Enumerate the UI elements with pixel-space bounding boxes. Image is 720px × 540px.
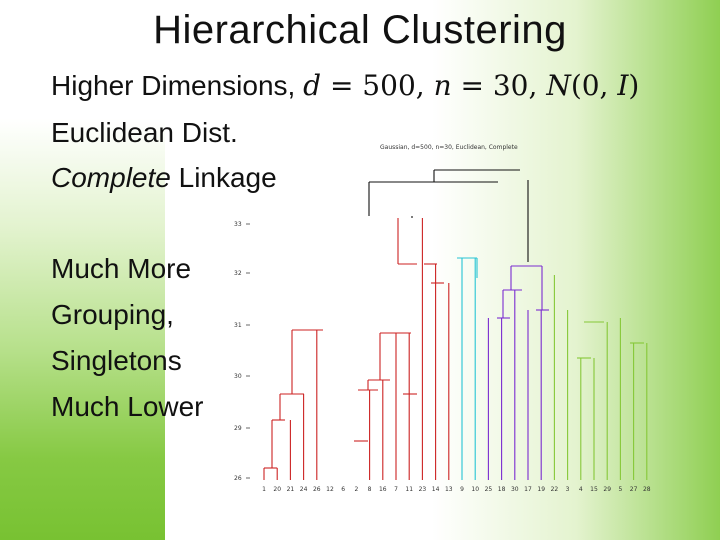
x-leaf-label: 28 [643,486,651,493]
linkage-rest: Linkage [170,162,277,193]
x-leaf-label: 2 [354,486,358,493]
x-leaf-label: 21 [287,486,295,493]
x-leaf-label: 8 [368,486,372,493]
x-leaf-label: 1 [262,486,266,493]
bullet-euclidean: Euclidean Dist. [51,117,238,148]
dendrogram-branches [263,169,648,480]
x-leaf-label: 6 [341,486,345,493]
normal-dist-var: N [546,69,571,102]
x-leaf-label: 17 [524,486,532,493]
x-leaf-label: 29 [603,486,611,493]
x-leaf-label: 15 [590,486,598,493]
x-leaf-label: 22 [551,486,559,493]
bullet-much-lower: Much Lower [51,391,204,422]
x-leaf-label: 9 [460,486,464,493]
y-tick-label: 26 [234,475,242,482]
x-axis-labels: 1 20 21 24 26 12 6 2 8 16 7 11 23 14 13 9 10 25 18 30 17 19 22… [262,486,651,493]
y-tick-label: 30 [234,373,242,380]
x-leaf-label: 12 [326,486,334,493]
x-leaf-label: 30 [511,486,519,493]
slide-title: Hierarchical Clustering [153,8,567,52]
normal-args-open: (0, [570,69,618,102]
y-tick-label: 31 [234,322,242,329]
line1-prefix: Higher Dimensions, [51,70,304,101]
dendrogram-title: Gaussian, d=500, n=30, Euclidean, Comple… [380,144,518,151]
x-leaf-label: 3 [566,486,570,493]
x-leaf-label: 18 [498,486,506,493]
bullet-grouping: Grouping, [51,299,174,330]
x-leaf-label: 25 [485,486,493,493]
d-value: = 500, [321,69,434,102]
x-leaf-label: 20 [273,486,281,493]
bullet-singletons: Singletons [51,345,182,376]
y-axis: 26 29 30 31 32 33 [234,221,250,482]
x-leaf-label: 10 [471,486,479,493]
x-leaf-label: 14 [432,486,440,493]
linkage-italic: Complete [51,162,171,193]
bullet-higher-dimensions: Higher Dimensions, d = 500, n = 30, N(0,… [51,70,639,102]
y-tick-label: 33 [234,221,242,228]
bullet-much-more: Much More [51,253,192,284]
n-value: = 30, [451,69,547,102]
left-gradient-bar [0,0,165,540]
x-leaf-label: 16 [379,486,387,493]
x-leaf-label: 7 [394,486,398,493]
x-leaf-label: 4 [579,486,583,493]
y-tick-label: 29 [234,425,242,432]
x-leaf-label: 19 [537,486,545,493]
x-leaf-label: 11 [405,486,413,493]
bullet-linkage: Complete Linkage [51,162,277,194]
identity-var: I [617,69,629,102]
x-leaf-label: 24 [300,486,308,493]
x-leaf-label: 5 [618,486,622,493]
x-leaf-label: 23 [419,486,427,493]
normal-args-close: ) [628,69,640,102]
n-var: n [433,69,452,102]
x-leaf-label: 26 [313,486,321,493]
x-leaf-label: 27 [630,486,638,493]
y-tick-label: 32 [234,270,242,277]
x-leaf-label: 13 [445,486,453,493]
d-var: d [303,69,322,102]
